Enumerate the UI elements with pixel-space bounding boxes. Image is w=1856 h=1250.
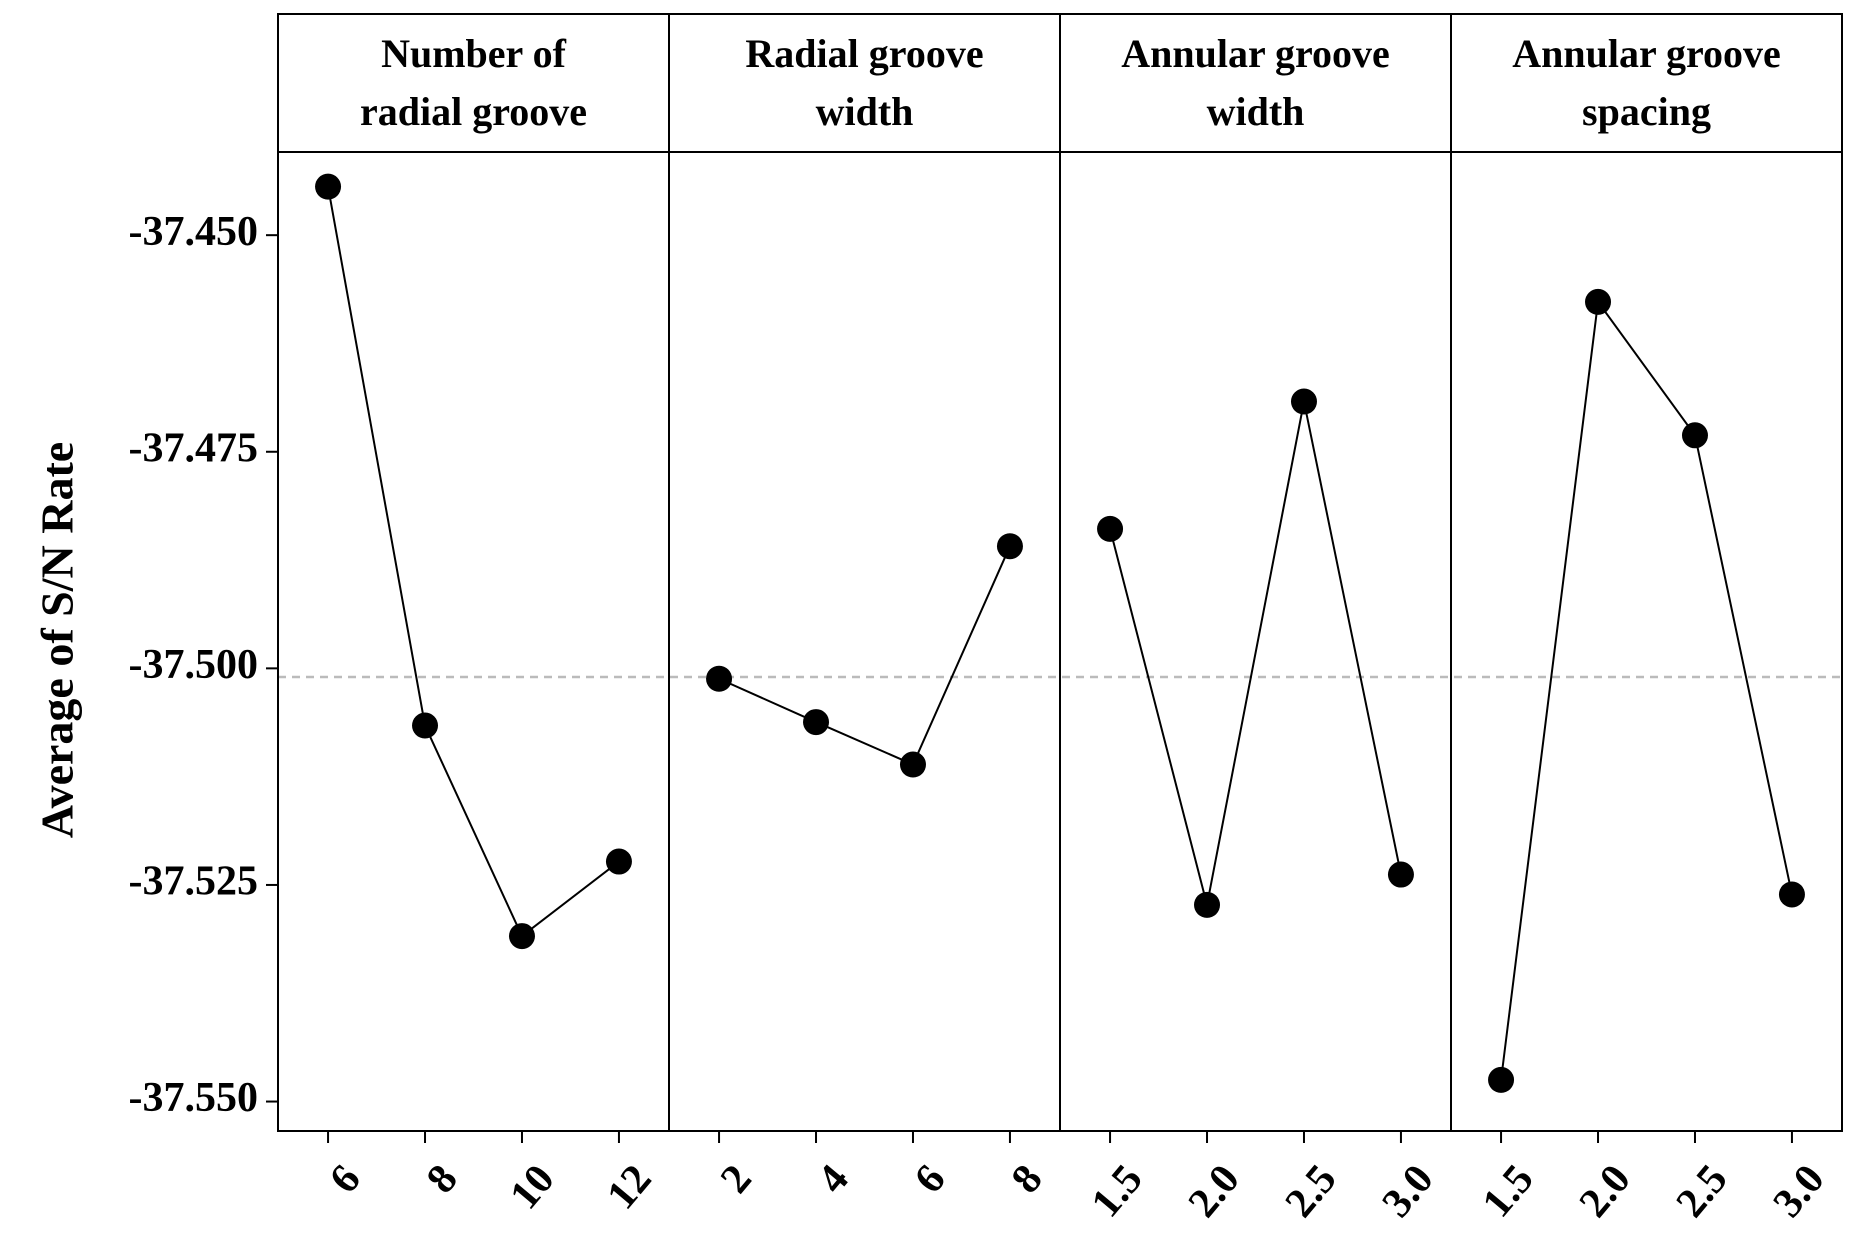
x-tick-label: 4 [809, 1156, 858, 1202]
x-tick-label: 3.0 [1765, 1156, 1834, 1226]
x-tick-label: 1.5 [1083, 1156, 1152, 1226]
point [899, 751, 926, 778]
effect-line [1500, 299, 1793, 1081]
panel-frame [1450, 13, 1843, 1132]
x-tick-label: 8 [1003, 1156, 1052, 1202]
x-tick-label: 2.0 [1180, 1156, 1249, 1226]
x-tick-label: 2.5 [1277, 1156, 1346, 1226]
panel-title: spacing [1582, 89, 1711, 134]
panel-title: Annular groove [1512, 31, 1781, 76]
effect-line [1109, 401, 1402, 906]
point [1681, 422, 1708, 449]
point [315, 173, 342, 200]
panel-title: Number of [381, 31, 566, 76]
point [1778, 881, 1805, 908]
x-tick-label: 8 [418, 1156, 467, 1202]
x-tick-label: 2.0 [1571, 1156, 1640, 1226]
panel-title: Radial groove [745, 31, 983, 76]
point [508, 923, 535, 950]
point [1585, 288, 1612, 315]
point [1387, 861, 1414, 888]
y-tick-label: -37.450 [129, 209, 259, 255]
y-tick-label: -37.500 [129, 642, 259, 688]
x-tick-label: 12 [598, 1156, 660, 1218]
y-tick-label: -37.525 [129, 859, 259, 905]
point [1194, 891, 1221, 918]
y-tick-label: -37.550 [129, 1075, 259, 1121]
y-axis-label: Average of S/N Rate [32, 442, 83, 838]
point [1097, 515, 1124, 542]
panel-title: width [1207, 89, 1305, 134]
x-tick-label: 1.5 [1474, 1156, 1543, 1226]
point [706, 665, 733, 692]
effect-line [327, 186, 620, 938]
x-tick-label: 2 [712, 1156, 761, 1202]
point [1488, 1066, 1515, 1093]
x-tick-label: 6 [321, 1156, 370, 1202]
point [605, 848, 632, 875]
panel-frame [1059, 13, 1452, 1132]
point [412, 712, 439, 739]
point [996, 533, 1023, 560]
panel-title: Annular groove [1121, 31, 1390, 76]
panel-frame [668, 13, 1061, 1132]
effect-line [718, 545, 1011, 766]
panel-title: width [816, 89, 914, 134]
y-tick-label: -37.475 [129, 425, 259, 471]
panel-title: radial groove [360, 89, 587, 134]
x-tick-label: 6 [906, 1156, 955, 1202]
x-tick-label: 10 [501, 1156, 563, 1218]
x-tick-label: 3.0 [1374, 1156, 1443, 1226]
x-tick-label: 2.5 [1668, 1156, 1737, 1226]
point [1290, 388, 1317, 415]
point [803, 709, 830, 736]
